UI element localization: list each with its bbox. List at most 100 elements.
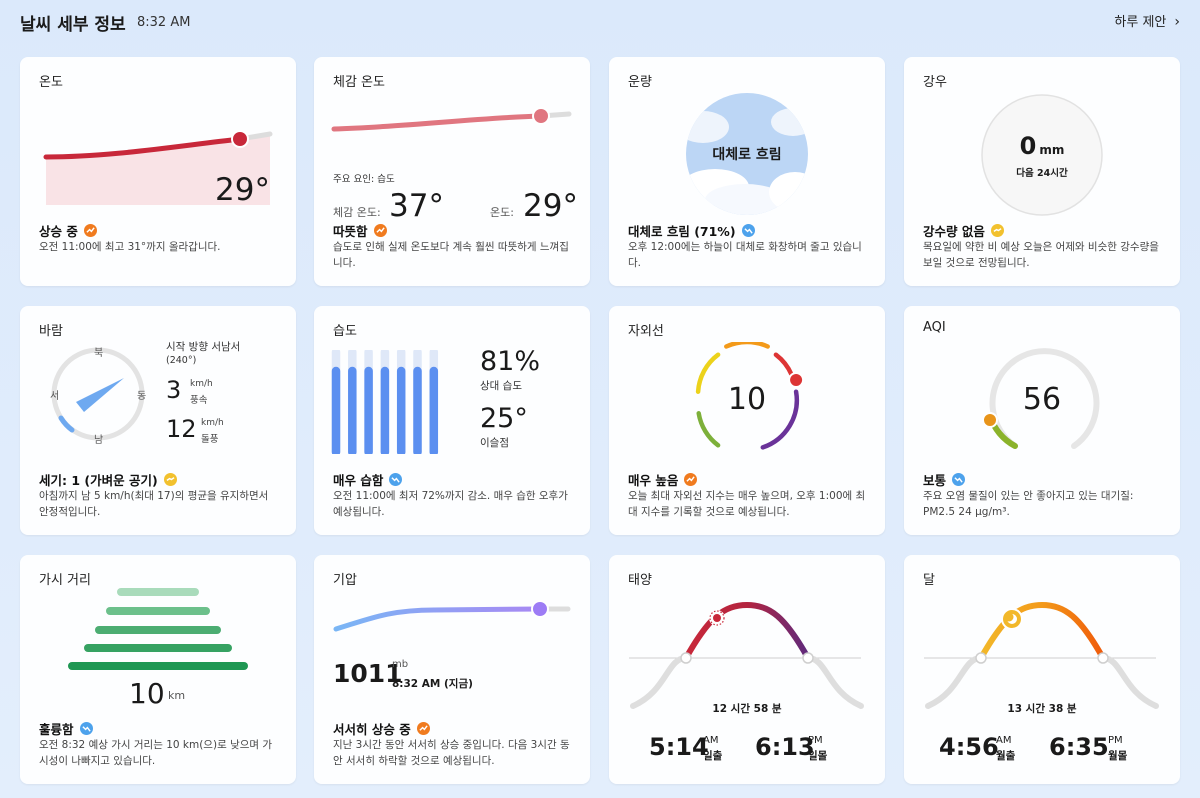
card-status: 매우 습함 — [333, 470, 403, 489]
wind-compass — [51, 347, 145, 441]
trend-down-icon — [741, 224, 755, 237]
current-temp-marker — [231, 130, 249, 148]
card-title: 습도 — [333, 324, 357, 339]
precipitation-period: 다음 24시간 — [1016, 168, 1068, 179]
temperature-card[interactable]: 온도 29° 상승 중 오전 11:00에 최고 31°까지 올라갑니다. — [20, 57, 296, 286]
precipitation-ring — [981, 94, 1103, 216]
card-title: 기압 — [333, 573, 357, 588]
precipitation-card[interactable]: 강우 0 mm 다음 24시간 강수량 없음 목요일에 약한 비 예상 오늘은 어… — [904, 57, 1180, 286]
card-title: AQI — [923, 320, 946, 335]
feels-like-marker — [532, 107, 550, 125]
compass-east: 동 — [137, 391, 147, 402]
trend-up-icon — [83, 224, 97, 237]
uv-gauge — [695, 342, 805, 450]
trend-down-icon — [79, 722, 93, 735]
card-title: 달 — [923, 573, 935, 588]
aqi-value: 56 — [1022, 382, 1062, 417]
sun-card[interactable]: 태양 12 시간 58 분 5:14 AM 일출 6:13 PM 일몰 — [609, 555, 885, 784]
moonrise-time: 4:56 — [939, 733, 999, 761]
wind-gust-value: 12 — [166, 415, 197, 443]
card-status: 보통 — [923, 470, 966, 489]
card-status: 서서히 상승 중 — [333, 719, 430, 738]
feels-like-card[interactable]: 체감 온도 주요 요인: 습도 체감 온도: 37° 온도: 29° 따뜻함 습… — [314, 57, 590, 286]
pressure-graph — [333, 600, 571, 632]
status-text: 서서히 상승 중 — [333, 722, 411, 737]
aqi-card[interactable]: AQI 56 보통 주요 오염 물질이 있는 안 좋아지고 있는 대기질: PM… — [904, 306, 1180, 535]
wind-card[interactable]: 바람 북 남 동 서 시작 방향 서남서 (240°) 3 km/h 풍속 12… — [20, 306, 296, 535]
trend-up-icon — [684, 473, 698, 486]
visibility-unit: km — [168, 689, 186, 702]
wind-direction-arrow — [76, 378, 124, 412]
card-status: 세기: 1 (가벼운 공기) — [39, 470, 177, 489]
sunset-time: 6:13 — [755, 733, 815, 761]
card-status: 훌륭함 — [39, 719, 93, 738]
pressure-unit: mb — [392, 659, 409, 670]
trend-up-icon — [416, 722, 430, 735]
dew-point-value: 25° — [480, 403, 528, 434]
trend-down-icon — [952, 473, 966, 486]
pressure-marker — [531, 600, 549, 618]
sun-marker-icon — [709, 610, 725, 626]
header-bar: 날씨 세부 정보 8:32 AM 하루 제안 › — [20, 10, 1180, 36]
cloud-cover-illustration — [686, 93, 808, 215]
precipitation-value: 0 — [1019, 132, 1037, 160]
trend-steady-icon — [990, 224, 1004, 237]
card-description: 목요일에 약한 비 예상 오늘은 어제와 비슷한 강수량을 보일 것으로 전망됩… — [923, 241, 1159, 269]
status-text: 따뜻함 — [333, 224, 368, 239]
pressure-card[interactable]: 기압 1011 mb 8:32 AM (지금) 서서히 상승 중 지난 3시간 … — [314, 555, 590, 784]
visibility-illustration — [68, 588, 248, 670]
wind-speed-label: 풍속 — [190, 395, 208, 406]
status-text: 훌륭함 — [39, 722, 74, 737]
humidity-value: 81% — [480, 346, 541, 377]
uv-index-card[interactable]: 자외선 10 매우 높음 오늘 최대 자외선 지수는 매우 높으며, 오후 1:… — [609, 306, 885, 535]
daily-suggestion-link[interactable]: 하루 제안 › — [1114, 11, 1180, 30]
humidity-card[interactable]: 습도 81% 상대 습도 25° 이슬점 매우 습함 오전 11:00에 최저 … — [314, 306, 590, 535]
feels-label: 체감 온도: — [333, 206, 381, 219]
sunrise-label: 일출 — [703, 750, 723, 762]
humidity-label: 상대 습도 — [480, 380, 522, 392]
sunset-label: 일몰 — [808, 750, 828, 762]
status-text: 강수량 없음 — [923, 224, 985, 239]
wind-direction-degree: (240°) — [166, 355, 197, 366]
daylight-duration: 12 시간 58 분 — [712, 703, 782, 715]
aqi-gauge — [982, 348, 1100, 449]
trend-down-icon — [389, 473, 403, 486]
actual-temp-value: 29° — [523, 188, 578, 224]
compass-south: 남 — [94, 435, 104, 446]
sunset-ampm: PM — [808, 735, 823, 746]
wind-gust-unit: km/h — [201, 418, 224, 428]
cloud-cover-label: 대체로 흐림 — [712, 147, 782, 163]
compass-north: 북 — [94, 348, 104, 359]
card-description: 오전 11:00에 최저 72%까지 감소. 매우 습한 오후가 예상됩니다. — [333, 490, 568, 518]
sunrise-time: 5:14 — [649, 733, 709, 761]
visibility-card[interactable]: 가시 거리 10 km 훌륭함 오전 8:32 예상 가시 거리는 10 km(… — [20, 555, 296, 784]
card-title: 가시 거리 — [39, 573, 91, 588]
visibility-value: 10 — [129, 677, 165, 710]
feels-value: 37° — [389, 188, 444, 224]
status-text: 세기: 1 (가벼운 공기) — [39, 473, 158, 488]
trend-up-icon — [373, 224, 387, 237]
feels-like-graph — [331, 107, 572, 132]
moonrise-label: 월출 — [996, 750, 1016, 762]
moon-duration: 13 시간 38 분 — [1007, 703, 1077, 715]
moon-card[interactable]: 달 13 시간 38 분 4:56 AM 월출 6:35 PM 월몰 — [904, 555, 1180, 784]
precipitation-value-row: 0 mm — [980, 132, 1104, 160]
card-title: 운량 — [628, 75, 652, 90]
pressure-value: 1011 — [333, 659, 403, 688]
main-factor: 주요 요인: 습도 — [333, 174, 395, 185]
card-status: 강수량 없음 — [923, 221, 1004, 240]
status-text: 보통 — [923, 473, 947, 488]
compass-west: 서 — [50, 391, 60, 402]
daily-suggestion-label: 하루 제안 — [1114, 15, 1167, 30]
card-title: 자외선 — [628, 324, 664, 339]
card-description: 습도로 인해 실제 온도보다 계속 훨씬 따뜻하게 느껴집니다. — [333, 241, 569, 269]
sunrise-ampm: AM — [703, 735, 719, 746]
card-status: 매우 높음 — [628, 470, 698, 489]
aqi-marker — [982, 412, 998, 428]
moonset-time: 6:35 — [1049, 733, 1109, 761]
cloud-cover-card[interactable]: 운량 대체로 흐림 대체로 흐림 (71%) 오후 12:00에는 하늘이 대체… — [609, 57, 885, 286]
card-title: 강우 — [923, 75, 947, 90]
temperature-graph — [43, 130, 273, 205]
status-text: 상승 중 — [39, 224, 78, 239]
status-text: 매우 습함 — [333, 473, 384, 488]
